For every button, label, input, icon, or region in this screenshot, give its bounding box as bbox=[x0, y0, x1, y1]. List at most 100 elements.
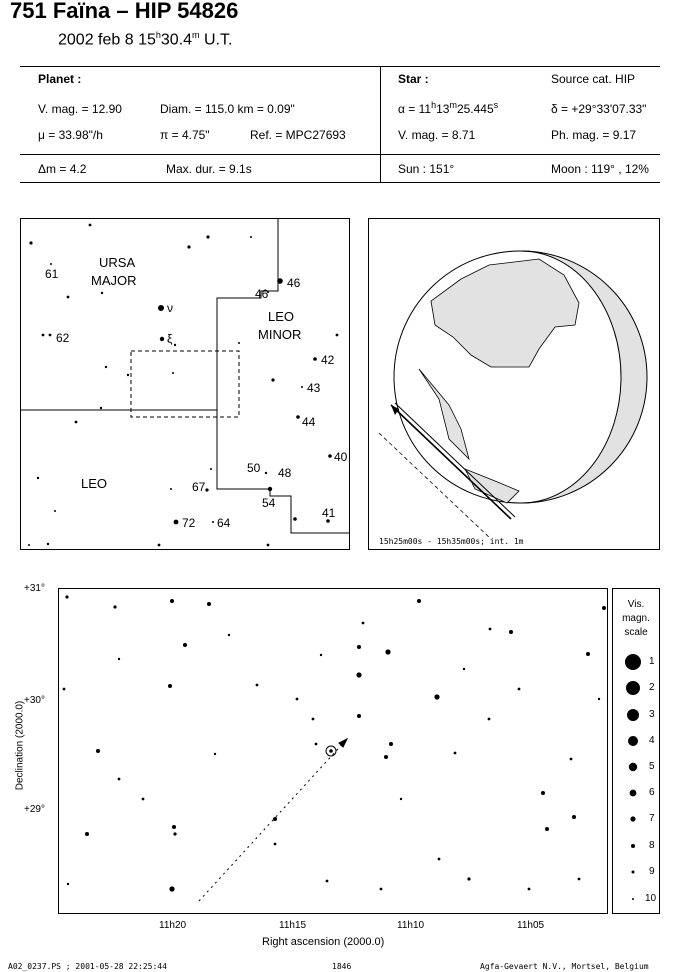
planet-pi: π = 4.75" bbox=[160, 128, 210, 142]
x-tick-11h15: 11h15 bbox=[279, 920, 307, 931]
shadow-limit-dashed bbox=[378, 432, 492, 540]
header-divider-top bbox=[20, 66, 660, 67]
x-tick-11h05: 11h05 bbox=[517, 920, 545, 931]
header-divider-bottom bbox=[20, 182, 660, 183]
scale-mag-9: 9 bbox=[649, 866, 655, 877]
star-label-42: 42 bbox=[321, 353, 335, 367]
asteroid-track bbox=[198, 737, 349, 902]
label-major: MAJOR bbox=[91, 273, 137, 288]
star-label-46a: 46 bbox=[255, 287, 269, 301]
finder-stars bbox=[28, 223, 339, 547]
star-label-40: 40 bbox=[334, 450, 348, 464]
date-prefix: 2002 feb 8 15 bbox=[58, 31, 156, 49]
scale-mag-2: 2 bbox=[649, 682, 655, 693]
star-label-nu: ν bbox=[167, 301, 173, 315]
star-phmag: Ph. mag. = 9.17 bbox=[551, 128, 637, 142]
planet-vmag: V. mag. = 12.90 bbox=[38, 102, 122, 116]
sun-elongation: Sun : 151° bbox=[398, 162, 455, 176]
y-tick-31: +31° bbox=[24, 583, 45, 594]
x-tick-11h10: 11h10 bbox=[397, 920, 425, 931]
x-tick-11h20: 11h20 bbox=[159, 920, 187, 931]
star-label-43: 43 bbox=[307, 381, 321, 395]
shadow-path-edge bbox=[394, 402, 516, 518]
star-delta: δ = +29°33'07.33" bbox=[551, 102, 647, 116]
star-label-72: 72 bbox=[182, 516, 196, 530]
constellation-borders bbox=[21, 219, 349, 534]
chart-stars bbox=[62, 595, 606, 892]
label-ursa: URSA bbox=[99, 255, 136, 270]
footer-org: Agfa-Gevaert N.V., Mortsel, Belgium bbox=[480, 962, 649, 971]
globe-caption: 15h25m00s - 15h35m00s; int. 1m bbox=[379, 537, 524, 546]
event-time: 2002 feb 8 15h30.4m U.T. bbox=[58, 30, 232, 49]
path-arrow bbox=[391, 405, 399, 415]
zoom-frame bbox=[130, 350, 240, 418]
target-star bbox=[329, 749, 333, 753]
scale-dots bbox=[625, 654, 641, 900]
alpha-h: h bbox=[431, 100, 437, 110]
scale-heading-1: Vis. bbox=[627, 599, 645, 610]
scale-mag-7: 7 bbox=[649, 813, 655, 824]
scale-mag-6: 6 bbox=[649, 787, 655, 798]
alpha-part-c: 25.445 bbox=[456, 102, 494, 116]
finder-chart: URSA MAJOR LEO MINOR LEO 61 62 ν ξ 46 46… bbox=[20, 218, 350, 550]
time-suffix: U.T. bbox=[199, 31, 233, 49]
planet-diam: Diam. = 115.0 km = 0.09" bbox=[160, 102, 295, 116]
star-label-48: 48 bbox=[278, 466, 292, 480]
scale-mag-4: 4 bbox=[649, 735, 655, 746]
indochina-landmass bbox=[418, 368, 470, 461]
finder-svg bbox=[21, 219, 349, 547]
scale-mag-10: 10 bbox=[645, 893, 657, 904]
planet-mu: μ = 33.98"/h bbox=[38, 128, 103, 142]
header-divider-inner bbox=[20, 154, 660, 155]
star-label-61: 61 bbox=[45, 267, 59, 281]
star-label-64: 64 bbox=[217, 516, 231, 530]
star-label-50: 50 bbox=[247, 461, 261, 475]
footer-number: 1846 bbox=[332, 962, 352, 971]
max-duration: Max. dur. = 9.1s bbox=[166, 162, 252, 176]
moon-elongation: Moon : 119° , 12% bbox=[551, 162, 649, 176]
scale-heading-3: scale bbox=[624, 627, 648, 638]
star-vmag: V. mag. = 8.71 bbox=[398, 128, 476, 142]
scale-mag-8: 8 bbox=[649, 840, 655, 851]
planet-heading: Planet : bbox=[38, 72, 82, 86]
ra-axis-label: Right ascension (2000.0) bbox=[262, 936, 385, 948]
scale-mag-1: 1 bbox=[649, 656, 655, 667]
label-leo-minor-1: LEO bbox=[268, 309, 295, 324]
target-star-marker bbox=[325, 745, 337, 757]
star-chart-svg bbox=[62, 595, 606, 902]
globe-svg bbox=[378, 250, 648, 540]
label-leo: LEO bbox=[81, 476, 108, 491]
alpha-m: m bbox=[449, 100, 457, 110]
star-label-xi: ξ bbox=[167, 332, 173, 346]
star-label-67: 67 bbox=[192, 480, 206, 494]
footer-file: A02_0237.PS ; 2001-05-28 22:25:44 bbox=[8, 962, 167, 971]
star-label-44: 44 bbox=[302, 415, 316, 429]
scale-heading-2: magn. bbox=[622, 613, 650, 624]
star-alpha: α = 11h13m25.445s bbox=[398, 100, 498, 116]
star-label-46b: 46 bbox=[287, 276, 301, 290]
alpha-part-a: α = 11 bbox=[398, 102, 432, 116]
star-chart bbox=[58, 588, 608, 914]
y-tick-29: +29° bbox=[24, 804, 45, 815]
label-leo-minor-2: MINOR bbox=[258, 327, 302, 342]
star-label-54: 54 bbox=[262, 496, 276, 510]
alpha-part-b: 13 bbox=[436, 102, 450, 116]
globe-panel: 15h25m00s - 15h35m00s; int. 1m bbox=[368, 218, 660, 550]
source-catalog: Source cat. HIP bbox=[551, 72, 636, 86]
islands-landmass bbox=[464, 468, 520, 504]
star-label-41: 41 bbox=[322, 506, 336, 520]
minute-unit: m bbox=[192, 30, 200, 40]
header-divider-mid bbox=[380, 66, 381, 182]
asia-landmass bbox=[430, 258, 580, 368]
planet-ref: Ref. = MPC27693 bbox=[250, 128, 346, 142]
delta-mag: Δm = 4.2 bbox=[38, 162, 87, 176]
minutes: 30.4 bbox=[160, 31, 193, 49]
page-title: 751 Faïna – HIP 54826 bbox=[10, 0, 239, 23]
alpha-s: s bbox=[493, 100, 499, 110]
star-heading: Star : bbox=[398, 72, 429, 86]
magnitude-scale: Vis. magn. scale 1 2 3 4 5 6 7 8 9 10 bbox=[612, 588, 660, 914]
hour-unit: h bbox=[155, 30, 161, 40]
star-label-62: 62 bbox=[56, 331, 70, 345]
night-side bbox=[520, 250, 648, 504]
y-tick-30: +30° bbox=[24, 695, 45, 706]
